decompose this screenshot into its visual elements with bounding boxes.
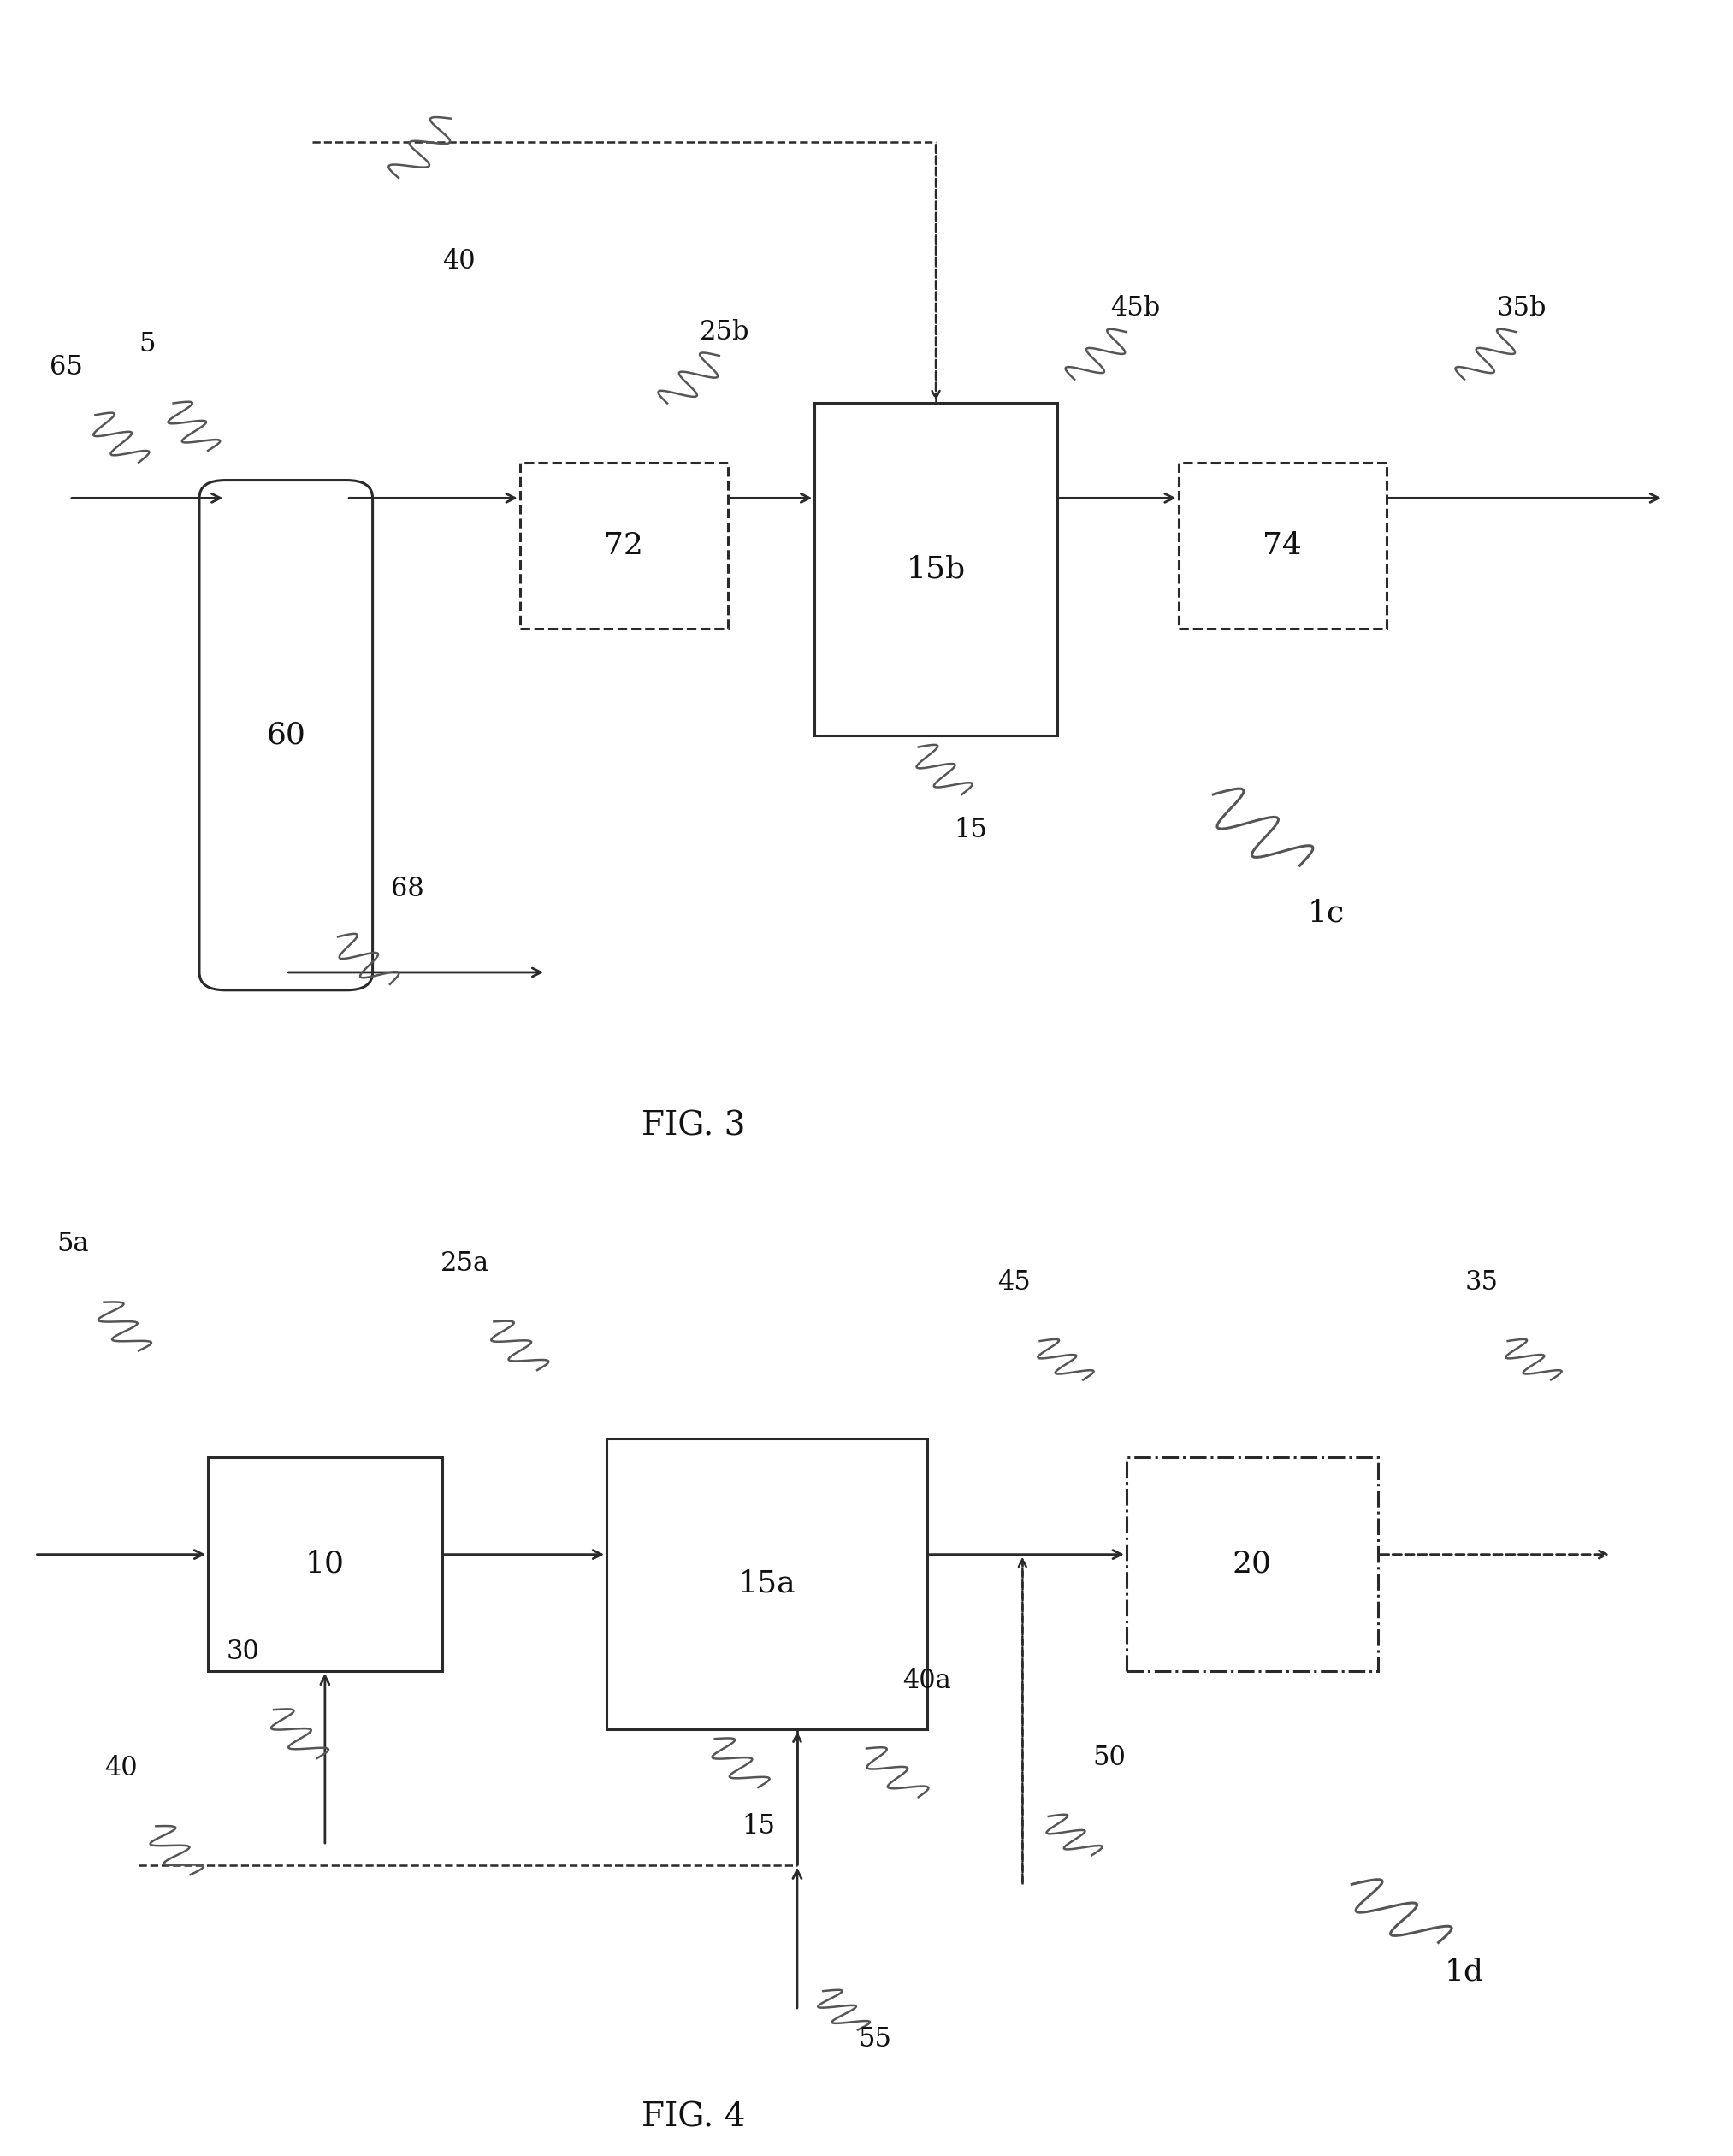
FancyBboxPatch shape bbox=[1178, 464, 1386, 630]
Text: 55: 55 bbox=[858, 2027, 892, 2053]
FancyBboxPatch shape bbox=[1126, 1457, 1378, 1671]
Text: 30: 30 bbox=[225, 1639, 260, 1664]
Text: 45: 45 bbox=[996, 1270, 1031, 1296]
Text: 5a: 5a bbox=[57, 1231, 88, 1257]
Text: 1d: 1d bbox=[1445, 1958, 1483, 1986]
Text: 72: 72 bbox=[605, 530, 643, 561]
Text: 25a: 25a bbox=[440, 1250, 489, 1276]
Text: 50: 50 bbox=[1092, 1744, 1126, 1772]
Text: 15: 15 bbox=[953, 817, 988, 843]
Text: 40a: 40a bbox=[903, 1667, 951, 1695]
Text: FIG. 4: FIG. 4 bbox=[641, 2102, 745, 2132]
Text: 65: 65 bbox=[49, 354, 83, 382]
Text: 60: 60 bbox=[267, 720, 305, 750]
Text: 25b: 25b bbox=[700, 319, 749, 345]
Text: 40: 40 bbox=[442, 248, 477, 274]
Text: 5: 5 bbox=[139, 330, 156, 358]
Text: 45b: 45b bbox=[1111, 295, 1159, 321]
FancyBboxPatch shape bbox=[520, 464, 728, 630]
Text: 15b: 15b bbox=[906, 554, 965, 584]
Text: 35b: 35b bbox=[1497, 295, 1546, 321]
Text: FIG. 3: FIG. 3 bbox=[641, 1110, 745, 1143]
Text: 40: 40 bbox=[104, 1755, 139, 1781]
Text: 74: 74 bbox=[1263, 530, 1301, 561]
FancyBboxPatch shape bbox=[815, 403, 1057, 735]
Text: 10: 10 bbox=[305, 1550, 345, 1578]
Text: 1c: 1c bbox=[1307, 899, 1345, 927]
FancyBboxPatch shape bbox=[208, 1457, 442, 1671]
Text: 15: 15 bbox=[742, 1813, 775, 1839]
FancyBboxPatch shape bbox=[199, 481, 373, 990]
Text: 15a: 15a bbox=[738, 1570, 795, 1598]
FancyBboxPatch shape bbox=[607, 1438, 927, 1729]
Text: 35: 35 bbox=[1464, 1270, 1499, 1296]
Text: 68: 68 bbox=[390, 875, 425, 903]
Text: 20: 20 bbox=[1232, 1550, 1272, 1578]
